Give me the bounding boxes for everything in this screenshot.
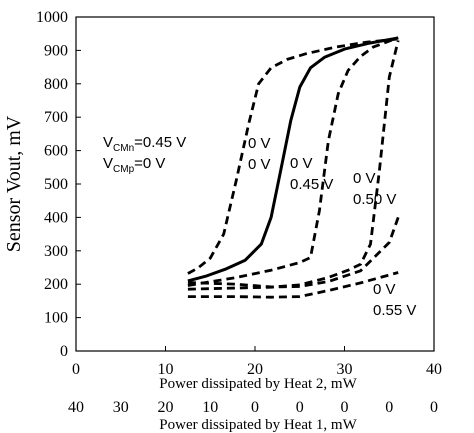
series-line-5 bbox=[187, 216, 400, 289]
y-tick-label: 200 bbox=[44, 276, 68, 293]
annotation-text: =0 V bbox=[134, 155, 165, 172]
annotation-label: 0 V bbox=[248, 135, 271, 152]
x-axis-label-heat2: Power dissipated by Heat 2, mW bbox=[159, 376, 357, 392]
y-tick-label: 600 bbox=[44, 143, 68, 160]
y-tick-label: 700 bbox=[44, 109, 68, 126]
annotation-label: VCMp=0 V bbox=[103, 155, 165, 175]
annotation-text: 0.55 V bbox=[373, 302, 416, 319]
y-tick-label: 100 bbox=[44, 310, 68, 327]
series-line-3 bbox=[187, 36, 399, 287]
x-tick-label-heat1: 40 bbox=[68, 399, 84, 416]
annotation-label: 0.45 V bbox=[290, 176, 333, 193]
series-line-6 bbox=[187, 271, 399, 299]
plot-frame bbox=[75, 16, 435, 352]
annotation-text: V bbox=[103, 134, 113, 151]
annotation-text: 0 V bbox=[290, 155, 313, 172]
annotation-label: 0 V bbox=[353, 170, 376, 187]
annotation-text: 0.45 V bbox=[290, 176, 333, 193]
x-tick-label-heat1: 20 bbox=[158, 399, 174, 416]
annotation-label: 0.50 V bbox=[353, 191, 396, 208]
y-axis-ticks: 0 100 200 300 400 500 600 700 800 900 1000 bbox=[36, 9, 81, 360]
series-line-2 bbox=[187, 36, 399, 283]
annotation-label: 0 V bbox=[248, 156, 271, 173]
x-tick-label-heat2: 40 bbox=[426, 361, 442, 378]
plot-border bbox=[75, 16, 435, 352]
y-tick-label: 0 bbox=[60, 343, 68, 360]
series-line-1 bbox=[187, 37, 399, 275]
x-tick-label-heat1: 10 bbox=[202, 399, 218, 416]
x-axis-bottom-ticks: 40 30 20 10 0 0 0 0 0 bbox=[68, 399, 438, 416]
y-tick-label: 1000 bbox=[36, 9, 68, 26]
x-axis-label-heat1: Power dissipated by Heat 1, mW bbox=[159, 417, 357, 433]
annotation-subscript: CMp bbox=[113, 164, 135, 175]
y-tick-label: 500 bbox=[44, 176, 68, 193]
annotation-label: 0 V bbox=[373, 281, 396, 298]
x-tick-label-heat1: 0 bbox=[430, 399, 438, 416]
x-tick-label-heat1: 0 bbox=[296, 399, 304, 416]
annotation-label: VCMn=0.45 V bbox=[103, 134, 186, 154]
x-tick-label-heat2: 10 bbox=[158, 361, 174, 378]
x-tick-label-heat2: 0 bbox=[72, 361, 80, 378]
annotation-text: 0 V bbox=[353, 170, 376, 187]
x-tick-label-heat1: 0 bbox=[251, 399, 259, 416]
y-tick-label: 400 bbox=[44, 209, 68, 226]
annotation-text: =0.45 V bbox=[134, 134, 186, 151]
annotation-subscript: CMn bbox=[113, 143, 134, 154]
annotation-text: V bbox=[103, 155, 113, 172]
x-tick-label-heat2: 30 bbox=[337, 361, 353, 378]
annotation-label: 0.55 V bbox=[373, 302, 416, 319]
x-tick-label-heat1: 0 bbox=[341, 399, 349, 416]
x-axis-top-ticks: 0 10 20 30 40 bbox=[72, 346, 442, 378]
annotation-label: 0 V bbox=[290, 155, 313, 172]
x-tick-label-heat1: 0 bbox=[385, 399, 393, 416]
y-tick-label: 300 bbox=[44, 243, 68, 260]
y-tick-label: 800 bbox=[44, 76, 68, 93]
annotation-text: 0 V bbox=[373, 281, 396, 298]
annotation-text: 0 V bbox=[248, 156, 271, 173]
annotation-text: 0.50 V bbox=[353, 191, 396, 208]
x-tick-label-heat1: 30 bbox=[113, 399, 129, 416]
annotation-text: 0 V bbox=[248, 135, 271, 152]
series-layer bbox=[187, 36, 400, 299]
y-axis-label: Sensor Vout, mV bbox=[3, 115, 25, 252]
y-tick-label: 900 bbox=[44, 42, 68, 59]
x-tick-label-heat2: 20 bbox=[247, 361, 263, 378]
